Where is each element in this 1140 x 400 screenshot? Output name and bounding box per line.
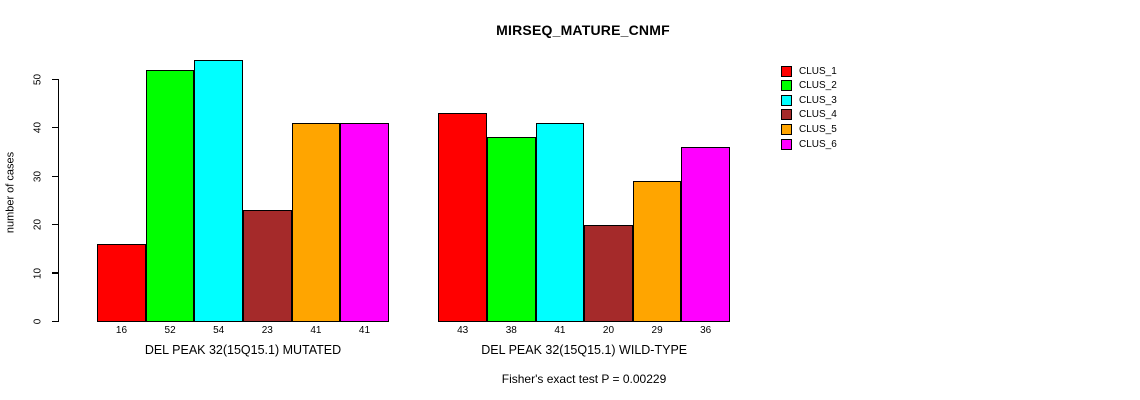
chart-title: MIRSEQ_MATURE_CNMF	[496, 22, 670, 38]
y-tick-label: 30	[32, 170, 44, 182]
bar-clus_1	[97, 244, 146, 323]
legend-swatch-clus_6	[781, 138, 792, 150]
bar-value-label: 29	[651, 325, 663, 336]
bar-value-label: 52	[164, 325, 176, 336]
y-tick-mark	[51, 224, 59, 226]
legend: CLUS_1 CLUS_2 CLUS_3 CLUS_4 CLUS_5 CLUS_6	[775, 60, 895, 160]
bar-clus_3	[535, 122, 585, 323]
legend-swatch-clus_4	[781, 109, 792, 121]
bar-value-label: 54	[213, 325, 225, 336]
legend-label-clus_3: CLUS_3	[799, 94, 837, 106]
y-tick-label: 0	[32, 318, 44, 325]
bar-value-label: 20	[602, 325, 615, 336]
y-tick-label: 40	[32, 122, 44, 134]
legend-swatch-clus_1	[781, 65, 792, 77]
bar-value-label: 43	[457, 325, 469, 336]
bar-value-label: 16	[115, 325, 128, 336]
group-label: DEL PEAK 32(15Q15.1) MUTATED	[144, 343, 342, 357]
bar-clus_3	[194, 59, 243, 323]
legend-label-clus_4: CLUS_4	[799, 109, 837, 121]
legend-label-clus_2: CLUS_2	[799, 80, 837, 92]
y-tick-mark	[51, 127, 59, 129]
bar-clus_2	[145, 69, 195, 323]
y-axis-line	[58, 79, 60, 323]
y-tick-mark	[51, 320, 59, 323]
legend-swatch-clus_2	[781, 80, 792, 92]
y-tick-mark	[51, 78, 59, 80]
y-tick-label: 50	[32, 73, 44, 85]
legend-label-clus_5: CLUS_5	[799, 123, 837, 135]
bar-clus_2	[487, 137, 536, 323]
bar-value-label: 41	[358, 325, 371, 336]
bar-clus_4	[243, 210, 292, 323]
bar-clus_1	[438, 113, 487, 323]
bar-clus_6	[340, 122, 389, 323]
bar-clus_5	[291, 122, 341, 323]
legend-swatch-clus_5	[781, 123, 792, 135]
group-label: DEL PEAK 32(15Q15.1) WILD-TYPE	[481, 343, 688, 357]
y-tick-mark	[51, 175, 59, 177]
bar-clus_5	[632, 181, 682, 323]
plot-area: 0 10 20 30 40 50 16 52 54 23 41 41 DEL PEAK 32(15Q15…	[32, 59, 730, 357]
y-tick-label: 10	[32, 267, 44, 279]
bar-value-label: 38	[505, 325, 517, 336]
y-tick-label: 20	[32, 219, 44, 231]
legend-swatch-clus_3	[781, 94, 792, 106]
y-tick-mark	[51, 272, 59, 274]
bar-value-label: 23	[261, 325, 273, 336]
bar-value-label: 41	[554, 325, 566, 336]
bar-value-label: 41	[310, 325, 322, 336]
bar-value-label: 36	[700, 325, 712, 336]
bar-clus_6	[681, 147, 730, 323]
fisher-test-annotation: Fisher's exact test P = 0.00229	[501, 372, 667, 386]
bar-clus_4	[584, 224, 633, 323]
legend-label-clus_1: CLUS_1	[799, 65, 837, 77]
legend-label-clus_6: CLUS_6	[799, 138, 837, 150]
